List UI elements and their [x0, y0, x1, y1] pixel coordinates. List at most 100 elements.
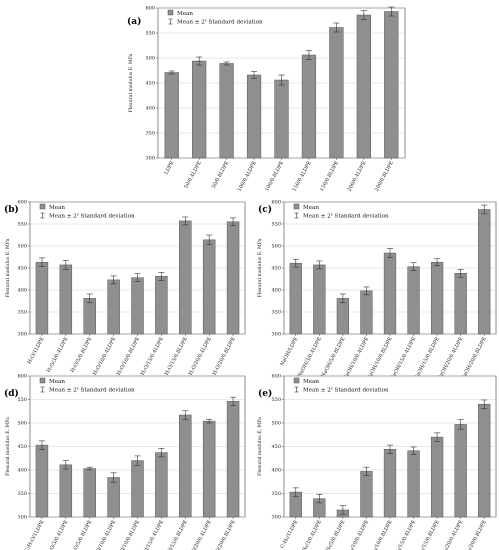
y-tick-label: 550: [17, 222, 27, 228]
x-tick-label: 50/0.8LDPE: [211, 160, 231, 190]
x-tick-label: 200/0.8LDPE: [374, 160, 395, 193]
x-tick-label: C₇H₈/10/0.8LDPE: [368, 519, 394, 550]
bar: [313, 264, 326, 335]
bar: [360, 290, 373, 335]
chart-panel-d: (d) 300 350 400 450 500 550 600 Flexural modulus…: [4, 374, 246, 550]
x-tick-label: NaOH/20/0.8LDPE: [460, 336, 488, 381]
bar: [59, 464, 73, 518]
x-tick-label: C₇H₈/3/0.4LDPE: [299, 519, 324, 550]
x-tick-label: H₂O/5/0.8LDPE: [70, 336, 94, 374]
legend-error-label: Mean ± 2s Standard deviation: [303, 385, 389, 393]
legend-error-label: Mean ± 2s Standard deviation: [177, 17, 263, 25]
bar: [107, 279, 120, 335]
y-tick-label: 350: [17, 310, 27, 316]
y-tick-label: 600: [271, 200, 281, 206]
legend-error-label: Mean ± 2s Standard deviation: [303, 211, 389, 219]
bar: [131, 460, 144, 518]
bar: [179, 414, 192, 518]
y-tick-label: 550: [17, 397, 27, 403]
y-tick-label: 450: [145, 81, 155, 87]
panel-letter: (b): [4, 204, 19, 215]
x-tick-label: 200/0.4LDPE: [347, 160, 368, 193]
x-tick-label: C₂H₅O/15/0.8LDPE: [161, 519, 189, 550]
bar: [478, 403, 491, 518]
y-tick-label: 500: [271, 244, 281, 250]
y-axis-label: Flexural modulus E, MPa: [5, 238, 11, 297]
bar: [226, 401, 240, 518]
bar: [454, 273, 467, 335]
y-tick-label: 350: [145, 131, 155, 137]
x-tick-label: NaOH/15/0.8LDPE: [413, 336, 441, 381]
x-tick-label: 50/0.4LDPE: [183, 160, 203, 190]
y-tick-label: 450: [17, 266, 27, 272]
x-tick-label: 100/0.4LDPE: [237, 160, 258, 193]
bar: [301, 54, 317, 159]
y-tick-label: 350: [17, 491, 27, 497]
bar: [430, 262, 444, 335]
y-tick-label: 500: [271, 421, 281, 427]
x-tick-label: 150/0.4LDPE: [292, 160, 313, 193]
y-tick-label: 300: [17, 515, 27, 521]
legend-mean-label: Mean: [49, 379, 65, 385]
bar: [226, 221, 240, 335]
y-tick-label: 350: [271, 310, 281, 316]
bar: [360, 471, 373, 518]
bar: [383, 252, 397, 335]
bar: [83, 298, 96, 335]
bar: [59, 264, 73, 335]
bar: [83, 468, 96, 518]
x-tick-label: LDPE: [163, 160, 175, 176]
y-tick-label: 500: [145, 56, 155, 62]
bar: [164, 72, 179, 159]
bar: [454, 424, 467, 518]
bar: [356, 14, 371, 159]
y-tick-label: 600: [271, 374, 281, 380]
y-tick-label: 500: [17, 421, 27, 427]
x-tick-label: C₂H₅O/10/0.4LDPE: [89, 519, 117, 550]
y-axis-label: Flexural modulus E, MPa: [257, 238, 263, 297]
legend-mean-swatch: [293, 377, 300, 384]
bar: [107, 477, 120, 518]
bar: [430, 436, 444, 518]
x-tick-label: H₂O/10/0.8LDPE: [116, 336, 141, 377]
bar: [179, 220, 192, 335]
bar: [202, 239, 216, 335]
x-tick-label: C₇H₈/20/0.8LDPE: [462, 519, 488, 550]
y-axis-label: Flexural modulus E, MPa: [5, 417, 11, 476]
y-tick-label: 550: [271, 222, 281, 228]
x-tick-label: C₂H₅O/5/0.8LDPE: [67, 519, 94, 550]
y-tick-label: 350: [271, 491, 281, 497]
y-tick-label: 600: [17, 374, 27, 380]
legend-mean-swatch: [167, 9, 174, 16]
bar: [289, 262, 302, 335]
bar: [35, 262, 49, 335]
x-tick-label: C₂H₅O/10/0.8LDPE: [113, 519, 141, 550]
bar: [35, 444, 49, 518]
chart-panel-b: (b) 300 350 400 450 500 550 600 Flexural modulus…: [4, 200, 246, 377]
x-tick-label: C₇H₈/5/0.8LDPE: [322, 519, 347, 550]
y-tick-label: 300: [271, 515, 281, 521]
bar: [329, 27, 344, 159]
x-tick-label: H₂O/15/0.4LDPE: [140, 336, 165, 377]
x-tick-label: 100/0.8LDPE: [264, 160, 285, 193]
bar: [155, 276, 168, 335]
legend-mean-label: Mean: [303, 205, 319, 211]
x-tick-label: C₇H₈/15/0.8LDPE: [415, 519, 441, 550]
y-tick-label: 300: [17, 332, 27, 338]
bar: [478, 209, 491, 335]
legend-mean-swatch: [293, 203, 300, 210]
x-tick-label: H₂O/1LDPE: [26, 336, 45, 365]
y-tick-label: 450: [17, 444, 27, 450]
x-tick-label: C₇H₈/10/0.4LDPE: [344, 519, 370, 550]
legend-mean-swatch: [39, 203, 46, 210]
x-tick-label: NaOH/10/0.8LDPE: [366, 336, 394, 381]
legend-error-label: Mean ± 2s Standard deviation: [49, 385, 135, 393]
x-tick-label: C₇H₈/1LDPE: [280, 519, 300, 550]
chart-panel-c: (c) 300 350 400 450 500 550 600 Flexural modulus…: [257, 200, 497, 381]
x-tick-label: H₂O/3/0.4LDPE: [46, 336, 70, 374]
y-tick-label: 450: [271, 444, 281, 450]
x-tick-label: C₂H₅O/15/0.4LDPE: [137, 519, 165, 550]
chart-panel-a: (a) 300 350 400 450 500 550 600 Flexural modulus…: [127, 6, 406, 193]
legend-error-label: Mean ± 2s Standard deviation: [49, 211, 135, 219]
